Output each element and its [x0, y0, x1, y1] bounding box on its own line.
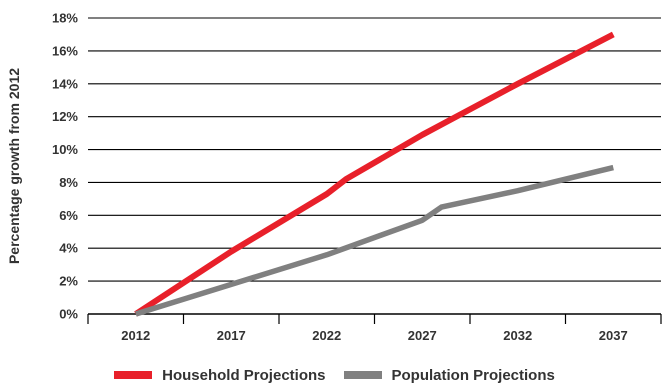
- x-tick-label: 2017: [217, 328, 246, 343]
- y-axis-ticks: 0% 2% 4% 6% 8% 10% 12% 14% 16% 18%: [52, 11, 78, 322]
- x-tick-label: 2032: [503, 328, 532, 343]
- y-tick-label: 18%: [52, 11, 78, 26]
- x-tick-label: 2012: [121, 328, 150, 343]
- legend-item-household: Household Projections: [114, 366, 326, 384]
- y-tick-label: 4%: [59, 241, 78, 256]
- legend: Household Projections Population Project…: [0, 364, 669, 386]
- y-tick-label: 12%: [52, 109, 78, 124]
- x-tick-label: 2027: [408, 328, 437, 343]
- legend-swatch-household: [114, 371, 153, 379]
- series-line-household: [134, 31, 615, 317]
- x-tick-label: 2037: [599, 328, 628, 343]
- data-lines: [134, 31, 615, 317]
- legend-label-population: Population Projections: [391, 366, 555, 384]
- line-chart: 0%2%4%6%8%10%12%14%16%18% 2012 2017 2022 20…: [6, 11, 662, 343]
- y-tick-label: 10%: [52, 142, 78, 157]
- y-tick-label: 8%: [59, 175, 78, 190]
- y-tick-label: 6%: [59, 208, 78, 223]
- legend-swatch-population: [343, 371, 382, 379]
- y-tick-label: 2%: [59, 274, 78, 289]
- legend-item-population: Population Projections: [343, 366, 555, 384]
- x-tick-label: 2022: [312, 328, 341, 343]
- x-axis-ticks: 2012 2017 2022 2027 2032 2037: [121, 328, 627, 343]
- series-line-population: [134, 164, 614, 317]
- x-axis: [87, 314, 662, 324]
- y-tick-label: 16%: [52, 43, 78, 58]
- y-axis-label: Percentage growth from 2012: [6, 68, 22, 264]
- legend-label-household: Household Projections: [162, 366, 326, 384]
- y-tick-label: 14%: [52, 76, 78, 91]
- y-tick-label: 0%: [59, 307, 78, 322]
